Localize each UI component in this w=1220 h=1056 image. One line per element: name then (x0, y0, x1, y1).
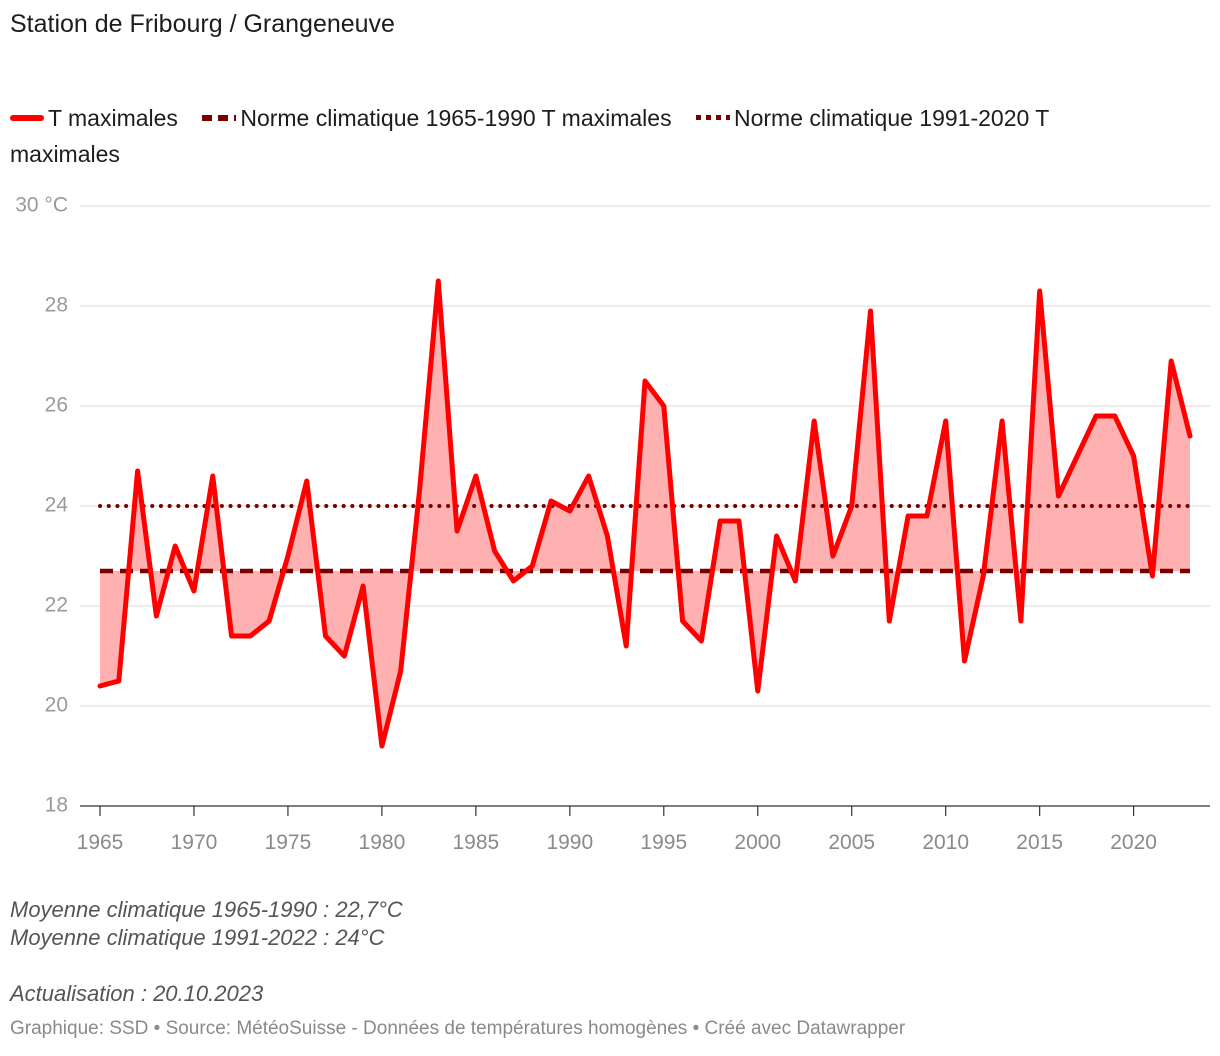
legend-item-t-max: T maximales (10, 100, 178, 136)
chart-title: Station de Fribourg / Grangeneuve (10, 10, 395, 38)
x-tick-label: 2005 (828, 831, 875, 854)
legend-item-norm-1991-2020: Norme climatique 1991-2020 T maximales (10, 105, 1049, 167)
x-tick-label: 2010 (922, 831, 969, 854)
chart-notes: Moyenne climatique 1965-1990 : 22,7°C Mo… (10, 896, 403, 1008)
y-tick-label: 22 (45, 594, 68, 617)
legend-solid-line-icon (10, 114, 44, 121)
legend-item-norm-1965-1990: Norme climatique 1965-1990 T maximales (202, 100, 672, 136)
note-climate-mean-1965-1990: Moyenne climatique 1965-1990 : 22,7°C (10, 897, 403, 922)
legend-dotted-line-icon (695, 115, 730, 121)
legend-label-t-max: T maximales (48, 105, 178, 131)
line-chart: 30 °C 28 26 24 22 20 18 1965 1970 1975 1980 1985 199… (15, 194, 1210, 854)
x-tick-label: 1990 (546, 831, 593, 854)
x-tick-label: 1975 (265, 831, 312, 854)
x-tick-label: 2020 (1110, 831, 1157, 854)
y-tick-label: 20 (45, 694, 68, 717)
x-tick-label: 1965 (77, 831, 124, 854)
y-tick-label: 18 (45, 794, 68, 817)
y-tick-label: 28 (45, 294, 68, 317)
y-tick-label: 26 (45, 394, 68, 417)
x-tick-label: 1985 (453, 831, 500, 854)
note-climate-mean-1991-2022: Moyenne climatique 1991-2022 : 24°C (10, 925, 385, 950)
x-tick-label: 1970 (171, 831, 218, 854)
y-tick-label: 30 °C (15, 194, 68, 217)
x-tick-label: 1995 (640, 831, 687, 854)
legend-label-norm-1965-1990: Norme climatique 1965-1990 T maximales (240, 105, 672, 131)
chart-legend: T maximales Norme climatique 1965-1990 T… (10, 100, 1110, 172)
x-tick-label: 2000 (734, 831, 781, 854)
deviation-area (100, 281, 1190, 746)
x-tick-label: 1980 (359, 831, 406, 854)
note-update-date: Actualisation : 20.10.2023 (10, 981, 264, 1006)
legend-dashed-line-icon (202, 114, 237, 121)
y-tick-label: 24 (45, 494, 69, 517)
t-max-line (97, 278, 1193, 749)
legend-label-norm-1991-2020: Norme climatique 1991-2020 T maximales (10, 105, 1049, 167)
x-tick-label: 2015 (1016, 831, 1063, 854)
chart-footer: Graphique: SSD • Source: MétéoSuisse - D… (10, 1018, 906, 1039)
